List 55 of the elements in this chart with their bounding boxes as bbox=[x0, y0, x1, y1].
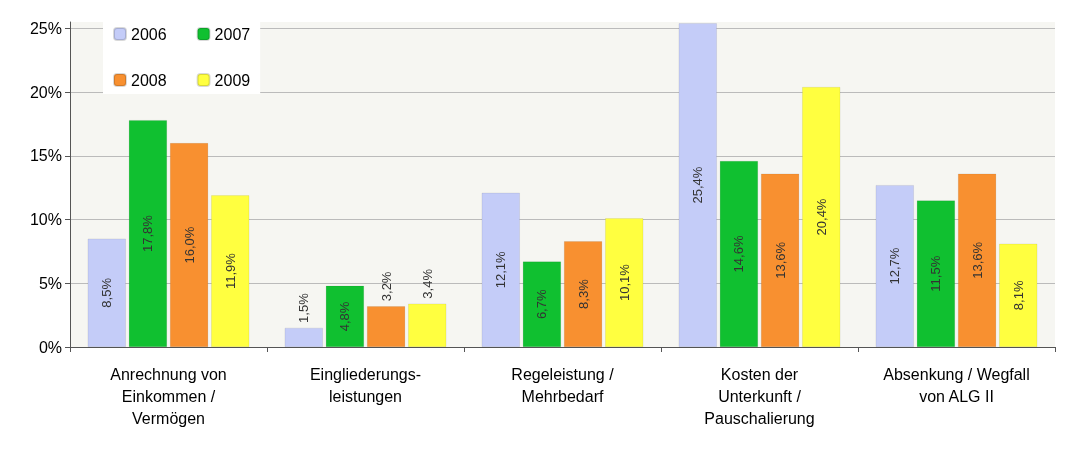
data-label: 11,5% bbox=[928, 255, 944, 292]
data-label: 12,1% bbox=[493, 251, 509, 289]
data-label: 1,5% bbox=[296, 292, 312, 323]
y-tick-label: 25% bbox=[29, 19, 62, 37]
bar bbox=[522, 261, 561, 347]
legend-label: 2006 bbox=[131, 25, 167, 43]
data-label: 12,7% bbox=[887, 247, 903, 285]
data-label: 3,4% bbox=[419, 268, 435, 299]
legend-label: 2009 bbox=[214, 71, 251, 89]
data-label: 16,0% bbox=[181, 226, 197, 264]
bar bbox=[605, 218, 644, 347]
x-tick-label: Eingliederungs- leistungen bbox=[309, 365, 422, 405]
x-tick-label: Anrechnung von Einkommen / Vermögen bbox=[110, 365, 227, 427]
data-label: 3,2% bbox=[378, 271, 394, 302]
data-label: 6,7% bbox=[534, 289, 550, 320]
data-label: 20,4% bbox=[813, 198, 829, 236]
bar bbox=[284, 327, 323, 347]
bar bbox=[481, 192, 520, 347]
y-tick-label: 10% bbox=[29, 211, 62, 229]
bar bbox=[128, 120, 167, 347]
data-label: 13,6% bbox=[772, 241, 788, 279]
legend-label: 2008 bbox=[131, 71, 167, 89]
data-label: 14,6% bbox=[731, 235, 747, 273]
y-tick-label: 5% bbox=[38, 274, 62, 292]
y-tick-label: 15% bbox=[29, 147, 62, 165]
bar bbox=[211, 195, 250, 347]
y-tick-label: 20% bbox=[29, 83, 62, 101]
bar bbox=[325, 285, 364, 347]
data-label: 8,3% bbox=[575, 278, 591, 309]
x-tick-label: Regeleistung / Mehrbedarf bbox=[511, 365, 615, 405]
bar bbox=[408, 303, 447, 347]
bar bbox=[719, 160, 758, 347]
bar bbox=[916, 200, 955, 347]
bar bbox=[761, 173, 800, 347]
legend-label: 2007 bbox=[214, 25, 251, 43]
x-tick-label: Kosten der Unterkunft / Pauschalierung bbox=[704, 365, 815, 427]
bar bbox=[367, 306, 406, 347]
data-label: 11,9% bbox=[222, 252, 238, 290]
data-label: 25,4% bbox=[690, 166, 706, 204]
bar bbox=[564, 241, 603, 347]
bar bbox=[170, 143, 209, 347]
data-label: 4,8% bbox=[337, 301, 353, 332]
data-label: 8,1% bbox=[1010, 280, 1026, 311]
data-label: 10,1% bbox=[616, 263, 632, 302]
bar bbox=[87, 238, 126, 347]
bar bbox=[958, 173, 997, 347]
bar bbox=[875, 185, 914, 347]
bar bbox=[678, 23, 717, 347]
x-tick-label: Absenkung / Wegfall von ALG II bbox=[883, 365, 1030, 405]
data-label: 13,6% bbox=[969, 241, 985, 279]
bar bbox=[999, 243, 1038, 347]
bar bbox=[802, 87, 841, 347]
y-tick-label: 0% bbox=[38, 338, 62, 356]
data-label: 8,5% bbox=[99, 277, 115, 308]
data-label: 17,8% bbox=[140, 214, 156, 253]
